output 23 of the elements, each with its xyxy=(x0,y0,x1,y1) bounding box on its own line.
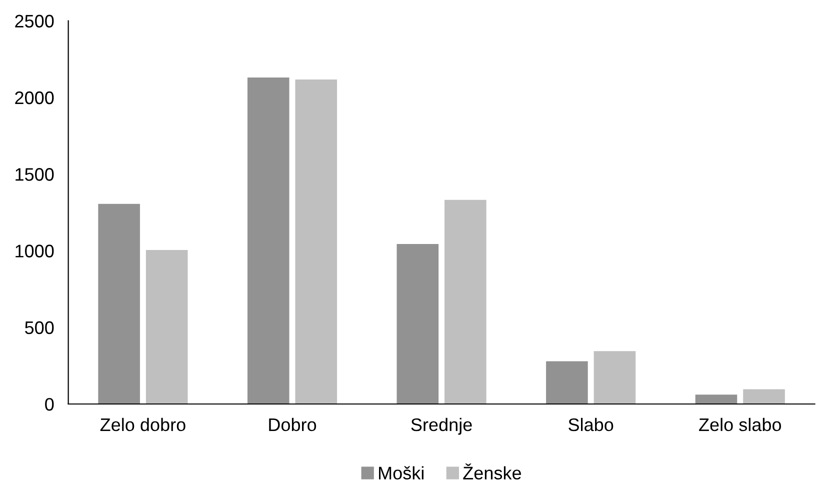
bar xyxy=(98,204,140,404)
bar xyxy=(546,361,588,404)
y-tick-label: 500 xyxy=(25,321,54,334)
legend-label: Ženske xyxy=(463,464,521,480)
bar xyxy=(594,351,636,404)
x-tick-label: Zelo slabo xyxy=(699,418,782,432)
bar xyxy=(396,244,439,404)
bar xyxy=(444,200,486,404)
bar xyxy=(695,394,738,404)
x-tick-label: Srednje xyxy=(411,418,472,435)
x-tick-label: Slabo xyxy=(568,418,614,432)
y-tick-label: 0 xyxy=(45,398,54,411)
bar xyxy=(247,78,290,404)
y-tick-label: 2000 xyxy=(15,91,54,104)
y-tick-label: 1000 xyxy=(16,244,54,258)
x-tick-label: Zelo dobro xyxy=(100,418,186,432)
bar xyxy=(146,250,188,404)
legend-label: Moški xyxy=(379,466,424,480)
x-tick-label: Dobro xyxy=(269,418,316,432)
y-tick-label: 1500 xyxy=(16,168,54,181)
bar xyxy=(295,80,338,404)
bar xyxy=(743,389,785,404)
y-tick-label: 2500 xyxy=(15,14,54,28)
